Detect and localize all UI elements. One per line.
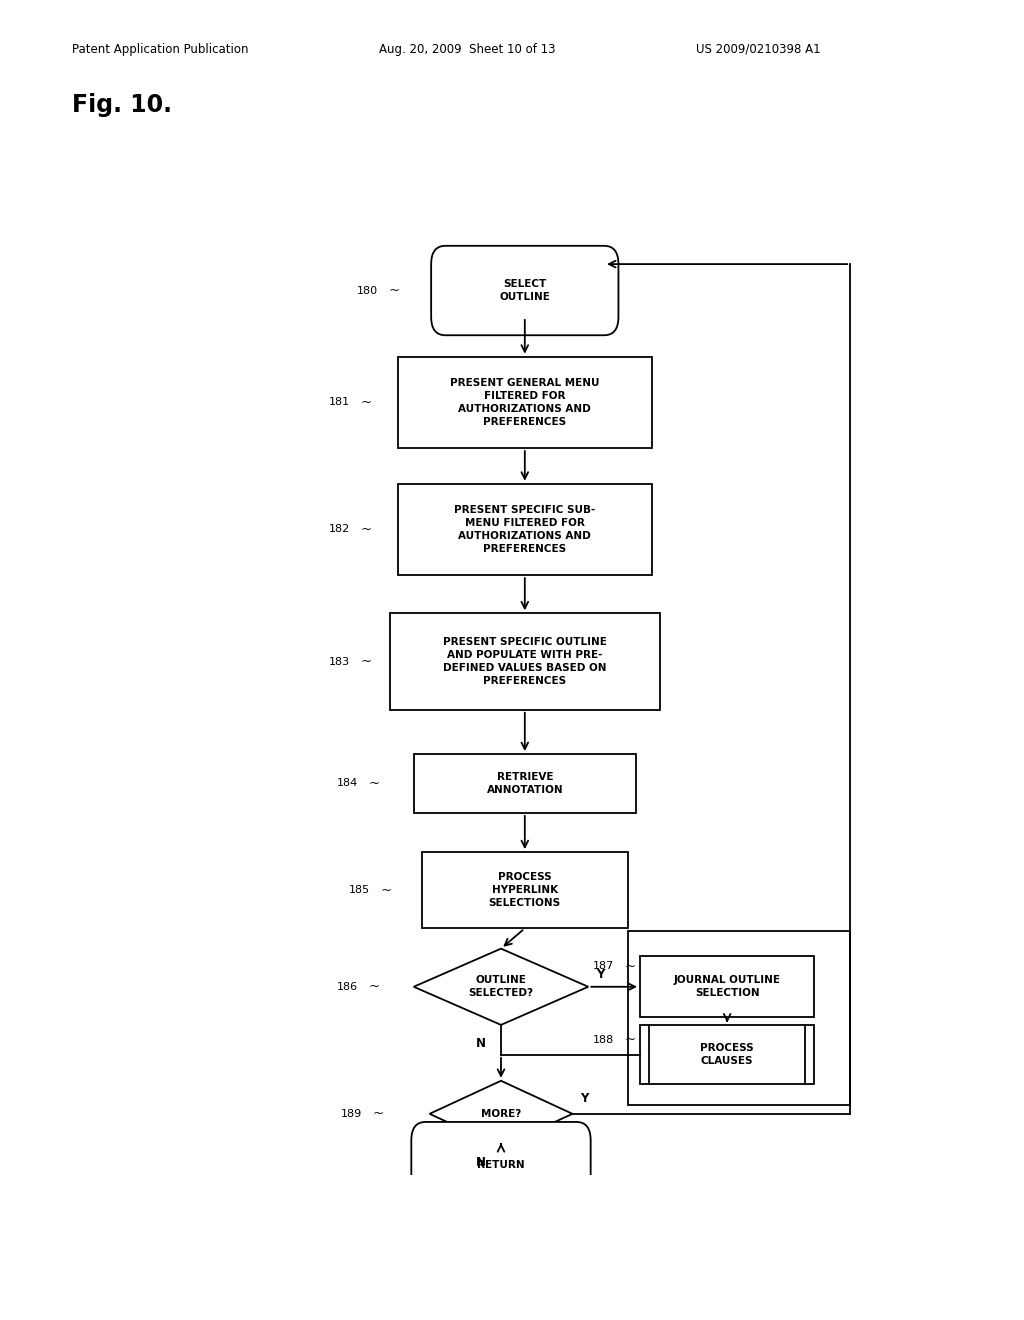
Text: PROCESS
CLAUSES: PROCESS CLAUSES [700, 1043, 754, 1067]
Text: 188: 188 [593, 1035, 614, 1044]
Text: Patent Application Publication: Patent Application Publication [72, 42, 248, 55]
Text: ~: ~ [360, 523, 372, 536]
Polygon shape [414, 949, 588, 1024]
Text: ~: ~ [373, 1107, 384, 1121]
Text: 184: 184 [337, 779, 358, 788]
Text: Fig. 10.: Fig. 10. [72, 94, 172, 117]
Text: PRESENT SPECIFIC SUB-
MENU FILTERED FOR
AUTHORIZATIONS AND
PREFERENCES: PRESENT SPECIFIC SUB- MENU FILTERED FOR … [455, 504, 595, 554]
Text: JOURNAL OUTLINE
SELECTION: JOURNAL OUTLINE SELECTION [674, 975, 780, 998]
Text: 181: 181 [329, 397, 350, 408]
Text: 187: 187 [593, 961, 614, 972]
Text: ~: ~ [625, 960, 636, 973]
FancyBboxPatch shape [412, 1122, 591, 1208]
Text: Y: Y [596, 968, 604, 981]
Text: SELECT
OUTLINE: SELECT OUTLINE [500, 279, 550, 302]
Text: ~: ~ [380, 883, 391, 896]
Text: 180: 180 [356, 285, 378, 296]
Text: Aug. 20, 2009  Sheet 10 of 13: Aug. 20, 2009 Sheet 10 of 13 [379, 42, 555, 55]
Bar [397, 356, 651, 447]
Text: ~: ~ [388, 284, 399, 297]
Text: ~: ~ [625, 1034, 636, 1047]
Text: ~: ~ [369, 777, 380, 789]
Bar [640, 1026, 814, 1084]
Text: 185: 185 [349, 886, 370, 895]
Text: US 2009/0210398 A1: US 2009/0210398 A1 [696, 42, 821, 55]
Bar [628, 931, 850, 1105]
Text: ~: ~ [360, 396, 372, 409]
Text: RETURN: RETURN [477, 1160, 525, 1170]
Bar [422, 853, 628, 928]
Text: MORE?: MORE? [481, 1109, 521, 1119]
Text: ~: ~ [369, 981, 380, 993]
Text: PRESENT GENERAL MENU
FILTERED FOR
AUTHORIZATIONS AND
PREFERENCES: PRESENT GENERAL MENU FILTERED FOR AUTHOR… [451, 378, 599, 428]
Text: N: N [476, 1155, 486, 1168]
Text: RETRIEVE
ANNOTATION: RETRIEVE ANNOTATION [486, 772, 563, 795]
Bar [397, 483, 651, 576]
Text: 183: 183 [329, 656, 350, 667]
Text: ~: ~ [360, 655, 372, 668]
Text: OUTLINE
SELECTED?: OUTLINE SELECTED? [469, 975, 534, 998]
Bar [390, 614, 659, 710]
Polygon shape [430, 1081, 572, 1147]
Text: 182: 182 [329, 524, 350, 535]
Text: PRESENT SPECIFIC OUTLINE
AND POPULATE WITH PRE-
DEFINED VALUES BASED ON
PREFEREN: PRESENT SPECIFIC OUTLINE AND POPULATE WI… [442, 636, 607, 686]
FancyBboxPatch shape [431, 246, 618, 335]
Text: 189: 189 [341, 1109, 362, 1119]
Text: Y: Y [581, 1092, 589, 1105]
Text: PROCESS
HYPERLINK
SELECTIONS: PROCESS HYPERLINK SELECTIONS [488, 873, 561, 908]
Text: 186: 186 [337, 982, 358, 991]
Bar [414, 754, 636, 813]
Text: N: N [476, 1036, 486, 1049]
Bar [640, 956, 814, 1018]
